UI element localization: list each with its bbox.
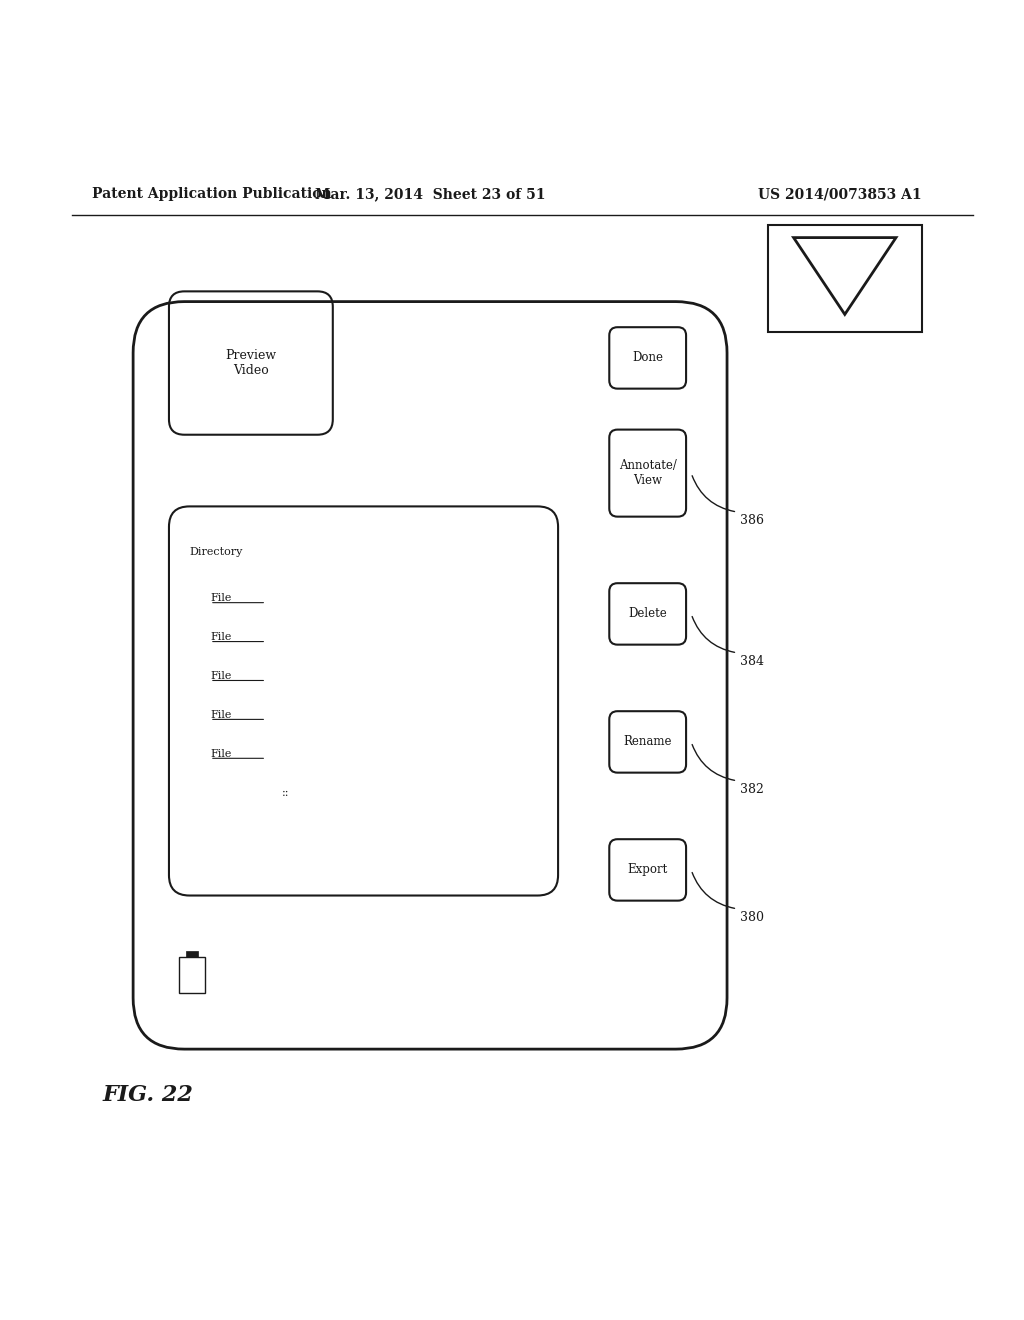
Text: Annotate/
View: Annotate/ View	[618, 459, 677, 487]
Text: Export: Export	[628, 863, 668, 876]
Text: Done: Done	[632, 351, 664, 364]
Text: Rename: Rename	[624, 735, 672, 748]
Text: Mar. 13, 2014  Sheet 23 of 51: Mar. 13, 2014 Sheet 23 of 51	[314, 187, 546, 201]
Text: 386: 386	[740, 513, 764, 527]
Text: File: File	[210, 594, 231, 603]
Text: 382: 382	[740, 783, 764, 796]
FancyBboxPatch shape	[185, 950, 199, 957]
Text: Preview
Video: Preview Video	[225, 348, 276, 378]
Text: 380: 380	[740, 911, 764, 924]
Text: File: File	[210, 710, 231, 721]
Text: Delete: Delete	[629, 607, 667, 620]
Text: File: File	[210, 748, 231, 759]
Text: 384: 384	[740, 655, 764, 668]
Text: Patent Application Publication: Patent Application Publication	[92, 187, 332, 201]
Text: US 2014/0073853 A1: US 2014/0073853 A1	[758, 187, 922, 201]
Text: FIG. 22: FIG. 22	[102, 1084, 194, 1106]
Text: File: File	[210, 672, 231, 681]
Text: File: File	[210, 632, 231, 643]
Text: Directory: Directory	[189, 548, 243, 557]
Text: ::: ::	[282, 788, 289, 799]
